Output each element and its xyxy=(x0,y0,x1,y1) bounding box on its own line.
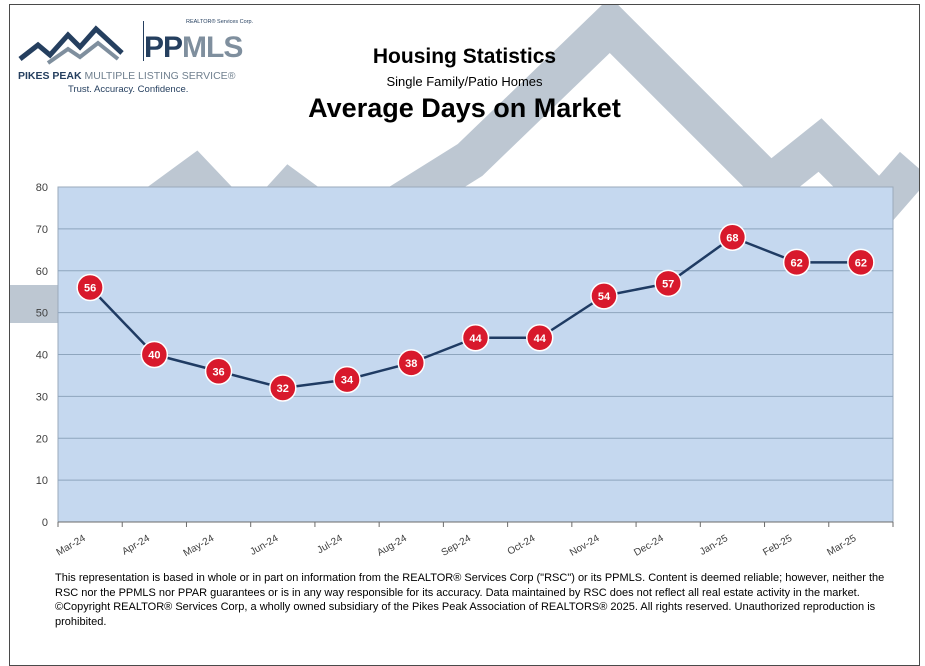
mountain-logo-icon xyxy=(18,25,124,65)
data-point xyxy=(590,282,618,310)
report-title: Housing Statistics xyxy=(372,45,557,68)
y-tick-label: 20 xyxy=(36,433,48,445)
y-tick-label: 0 xyxy=(42,517,48,529)
x-tick-label: Feb-25 xyxy=(761,533,794,559)
report-subtitle: Single Family/Patio Homes xyxy=(386,74,543,89)
data-point xyxy=(269,374,297,402)
data-point xyxy=(461,324,490,352)
x-tick-label: May-24 xyxy=(182,533,217,559)
logo-corp-name: REALTOR® Services Corp. xyxy=(186,19,254,25)
disclaimer-text: This representation is based in whole or… xyxy=(55,572,885,628)
x-tick-label: Mar-25 xyxy=(825,533,858,559)
data-point xyxy=(204,357,233,385)
data-point xyxy=(654,269,682,298)
data-label: 57 xyxy=(662,278,674,290)
ppmls-logo: REALTOR® Services Corp. PPMLS PIKES PEAK… xyxy=(18,13,268,103)
data-point xyxy=(333,365,361,394)
x-tick-label: Mar-24 xyxy=(55,533,88,559)
logo-divider xyxy=(143,21,144,61)
x-tick-label: Nov-24 xyxy=(568,533,602,559)
x-tick-label: Oct-24 xyxy=(506,533,538,558)
data-point xyxy=(847,248,875,277)
logo-full-name: PIKES PEAK MULTIPLE LISTING SERVICE® xyxy=(18,70,236,82)
data-label: 56 xyxy=(84,283,96,295)
x-tick-label: Jan-25 xyxy=(698,533,730,558)
y-tick-label: 60 xyxy=(36,266,48,278)
data-label: 54 xyxy=(598,291,611,303)
data-point xyxy=(140,340,169,369)
data-point xyxy=(718,223,747,251)
y-tick-label: 80 xyxy=(36,182,48,194)
logo-brand: PPMLS xyxy=(144,31,243,64)
data-point xyxy=(525,324,554,352)
data-label: 44 xyxy=(534,333,547,345)
chart-title: Average Days on Market xyxy=(308,93,621,123)
x-tick-label: Aug-24 xyxy=(375,533,409,559)
x-tick-label: Jun-24 xyxy=(248,533,280,558)
data-point xyxy=(76,273,104,302)
data-label: 44 xyxy=(469,333,482,345)
line-chart: 0 10 20 30 40 50 60 70 80 Mar-24 Apr-24 May-24 Jun-2… xyxy=(36,182,894,559)
data-label: 38 xyxy=(405,358,417,370)
y-tick-label: 10 xyxy=(36,475,48,487)
x-tick-label: Apr-24 xyxy=(120,533,152,558)
data-label: 62 xyxy=(855,257,867,269)
x-tick-label: Sep-24 xyxy=(440,533,474,559)
y-tick-label: 30 xyxy=(36,391,48,403)
data-label: 68 xyxy=(726,232,738,244)
y-tick-label: 40 xyxy=(36,350,48,362)
logo-tagline: Trust. Accuracy. Confidence. xyxy=(68,84,189,95)
data-label: 32 xyxy=(277,383,289,395)
data-label: 34 xyxy=(341,375,354,387)
data-point xyxy=(397,349,426,377)
data-label: 40 xyxy=(148,350,160,362)
report-frame: REALTOR® Services Corp. PPMLS PIKES PEAK… xyxy=(9,4,920,666)
x-tick-label: Jul-24 xyxy=(315,533,344,556)
data-label: 62 xyxy=(791,257,803,269)
y-tick-label: 70 xyxy=(36,224,48,236)
x-tick-label: Dec-24 xyxy=(632,533,666,559)
y-tick-label: 50 xyxy=(36,308,48,320)
data-point xyxy=(782,248,811,277)
data-label: 36 xyxy=(212,366,224,378)
